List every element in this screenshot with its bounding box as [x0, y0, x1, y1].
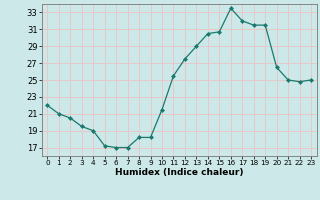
X-axis label: Humidex (Indice chaleur): Humidex (Indice chaleur)	[115, 168, 244, 177]
